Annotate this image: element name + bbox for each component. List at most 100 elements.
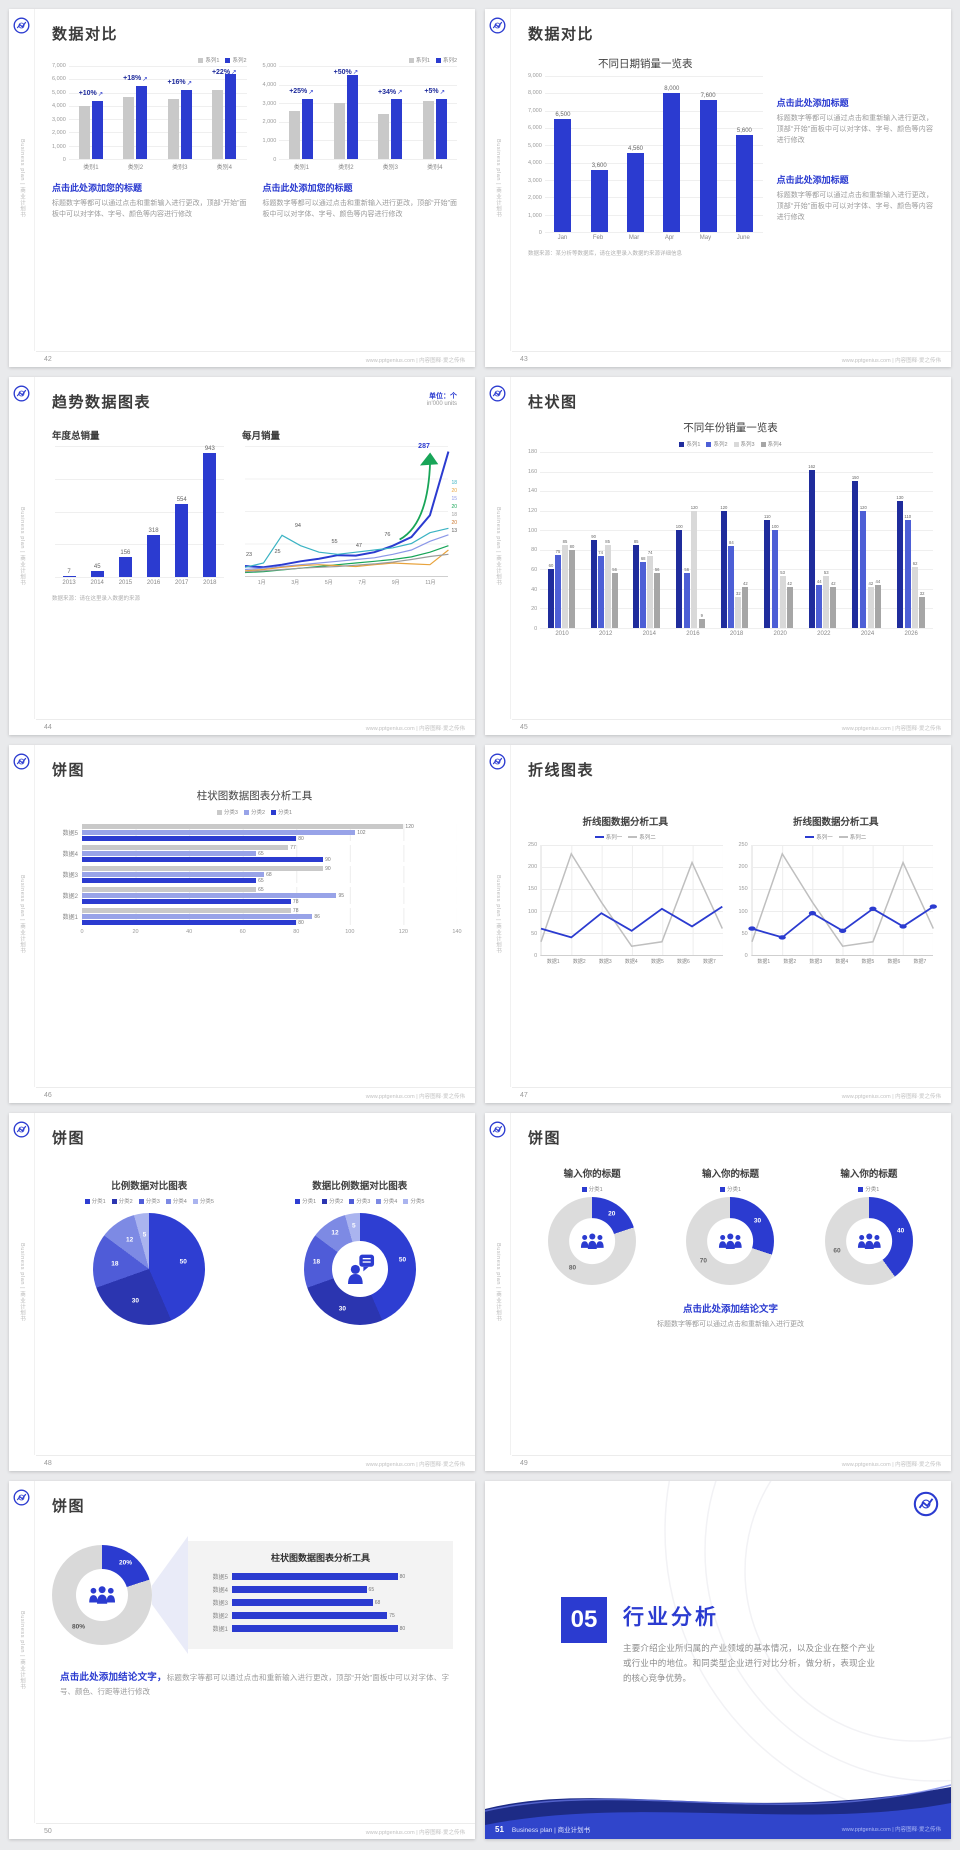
- polyline: [245, 554, 448, 571]
- circle: [18, 1126, 25, 1133]
- bar: [590, 169, 608, 232]
- bar: [435, 98, 447, 159]
- chart-title: 每月销量: [242, 431, 281, 442]
- sw: [138, 1198, 144, 1204]
- beam-shape: [152, 1536, 188, 1654]
- barwrap: 45: [90, 446, 104, 577]
- slide-45[interactable]: Business plan | 商业计划书 柱状图 不同年份销量一览表 系列1 系…: [485, 377, 951, 735]
- xlab: Apr: [664, 235, 675, 241]
- footer-wave: [485, 1771, 951, 1839]
- hbarbar: [82, 878, 257, 883]
- slide-42[interactable]: Business plan | 商业计划书 数据对比 系列1 系列2 7,000 6…: [9, 9, 475, 367]
- slide-48[interactable]: Business plan | 商业计划书 饼图 比例数据对比图表 分类1 分类2…: [9, 1113, 475, 1471]
- barwrap: 130: [896, 452, 903, 628]
- lgt: 分类1: [278, 810, 293, 816]
- people-icon: [76, 1569, 128, 1621]
- hbarline: 102: [82, 830, 457, 836]
- slide-49[interactable]: Business plan | 商业计划书 饼图 输入你的标题 分类1 20 80…: [485, 1113, 951, 1471]
- chart-title: 不同年份销量一览表: [683, 422, 778, 434]
- chart-legend: 系列一 系列二: [528, 833, 723, 841]
- svg: [13, 753, 30, 770]
- gridline: [540, 530, 933, 532]
- donut-item: 输入你的标题 分类1 30 70: [666, 1158, 794, 1285]
- slide-47[interactable]: Business plan | 商业计划书 折线图表 折线图数据分析工具 系列一…: [485, 745, 951, 1103]
- vlabel: 150: [851, 475, 859, 481]
- bars: [78, 66, 103, 159]
- path: [872, 1240, 881, 1248]
- xlab: 9月: [391, 580, 400, 586]
- gridline: [544, 214, 763, 216]
- slide-title: 饼图: [52, 1498, 86, 1515]
- panel-title: 柱状图数据图表分析工具: [270, 1553, 370, 1563]
- vlabel: 74: [647, 549, 653, 555]
- plot: 6,500 3,600 4,560 8,000 7,600 5,600: [544, 76, 763, 233]
- hrow: 数据1 80: [202, 1624, 439, 1633]
- vlabel: 110: [763, 514, 771, 520]
- page-number: 44: [44, 724, 52, 731]
- sw: [581, 1186, 587, 1192]
- donut-chart: 20 80: [548, 1197, 637, 1285]
- slide-50[interactable]: Business plan | 商业计划书 饼图 20% 80% 柱状图数据图表分…: [9, 1481, 475, 1839]
- plot: 60 75 85 80 90 74 85 56 85 68 74 56 100 56 120 9 120 84 32…: [540, 452, 933, 629]
- ann-t: +18%: [123, 75, 142, 83]
- sidebar-vertical-text: Business plan | 商业计划书: [19, 506, 25, 586]
- svg: [13, 1489, 30, 1506]
- chart-legend: 分类1: [805, 1185, 933, 1193]
- group: 8,000: [663, 76, 681, 232]
- sw: [435, 57, 441, 63]
- circle: [98, 1586, 106, 1594]
- ann: +25% ↗: [289, 88, 314, 96]
- vlabel: 7: [67, 569, 71, 576]
- slide-title: 饼图: [528, 1130, 562, 1147]
- group: 110 100 53 42: [764, 452, 793, 628]
- footer-url: www.pptgenius.com | 内容图释·爱之传伟: [841, 357, 941, 364]
- barwrap: 100: [772, 452, 779, 628]
- bars: 7,600: [699, 76, 717, 232]
- bar: [554, 119, 572, 232]
- chart-legend: 系列一 系列二: [739, 833, 934, 841]
- ann-a: ↗: [231, 69, 237, 77]
- hbarline: 65: [82, 851, 457, 857]
- sw: [805, 836, 815, 838]
- groups: 7 45 156 318 554 943: [55, 446, 224, 577]
- xlab: 数据5: [861, 959, 875, 965]
- brand-logo-icon: [13, 1489, 30, 1506]
- barwrap: [167, 66, 179, 159]
- slide-content: 饼图 输入你的标题 分类1 20 80 输入你的标题 分类1 30 70 输入你的标…: [512, 1113, 951, 1455]
- endlab: 18: [451, 480, 457, 486]
- plot: [540, 845, 722, 956]
- hbarbar: [82, 866, 324, 871]
- chart-column: 每月销量 23 25 94 55 47 76 287 1月 3月 5月 7月 9月 11月 18 20 15 2…: [242, 422, 457, 586]
- slide-sidebar: Business plan | 商业计划书: [9, 9, 35, 351]
- slide-51[interactable]: 05 行业分析 主要介绍企业所归属的产业领域的基本情况，以及企业在整个产业或行业…: [485, 1481, 951, 1839]
- barwrap: [123, 66, 135, 159]
- hval: 78: [292, 898, 299, 905]
- bar: [830, 586, 837, 628]
- slide-44[interactable]: Business plan | 商业计划书 趋势数据图表 单位：个 in'000…: [9, 377, 475, 735]
- vlabel: 90: [591, 534, 596, 539]
- hbarline: 80: [82, 920, 457, 926]
- vlabel: 4,560: [627, 145, 643, 152]
- barwrap: [346, 66, 358, 159]
- lg: 系列3: [733, 440, 755, 448]
- endlab: 18: [451, 512, 457, 518]
- vlabel: 44: [875, 578, 881, 584]
- circle: [489, 385, 506, 402]
- circle: [913, 1491, 939, 1517]
- group: 150 120 42 44: [852, 452, 881, 628]
- path: [348, 1273, 364, 1284]
- vlabel: 42: [868, 580, 874, 586]
- groups: 60 75 85 80 90 74 85 56 85 68 74 56 100 56 120 9 120 84 32…: [540, 452, 933, 628]
- ann-t: +22%: [211, 68, 231, 76]
- page-number: 45: [520, 724, 528, 731]
- bars: 156: [118, 446, 132, 577]
- grouped-bar-chart: 5,000 4,000 3,000 2,000 1,000 0 +25% ↗ +50% ↗ +34%…: [263, 63, 457, 171]
- caption-title: 点击此处添加您的标题: [262, 183, 353, 193]
- pielab: 18: [312, 1258, 321, 1266]
- slide-46[interactable]: Business plan | 商业计划书 饼图 柱状图数据图表分析工具 分类3…: [9, 745, 475, 1103]
- circle: [664, 1481, 951, 1822]
- vlabel: 85: [605, 538, 610, 544]
- circle: [727, 1233, 734, 1240]
- slide-43[interactable]: Business plan | 商业计划书 数据对比 不同日期销量一览表 9,0…: [485, 9, 951, 367]
